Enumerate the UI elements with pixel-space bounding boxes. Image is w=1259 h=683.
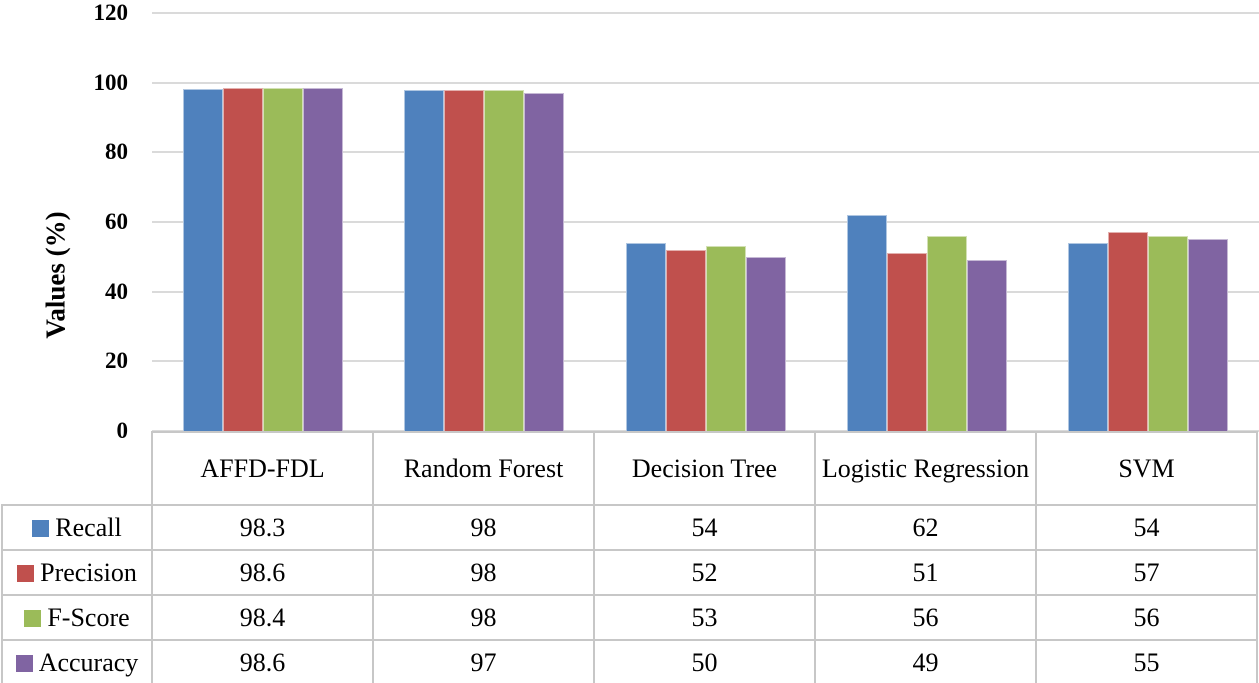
table-row-accuracy: Accuracy 98.6 97 50 49 55 <box>1 639 1258 683</box>
category-header: Decision Tree <box>593 431 816 506</box>
table-row-recall: Recall 98.3 98 54 62 54 <box>1 504 1258 551</box>
y-tick-label-40: 40 <box>105 278 128 304</box>
category-header: SVM <box>1035 431 1258 506</box>
series-label: Precision <box>40 557 137 587</box>
bar-recall <box>1068 242 1109 431</box>
bar-group-random-forest <box>373 13 594 431</box>
value-cell: 50 <box>593 639 816 683</box>
table-header-row: AFFD-FDL Random Forest Decision Tree Log… <box>2 431 1258 506</box>
bar-precision <box>222 87 263 431</box>
category-header: Random Forest <box>372 431 595 506</box>
series-label: Accuracy <box>38 647 139 677</box>
value-cell: 98.6 <box>151 549 374 596</box>
bar-f-score <box>484 89 525 431</box>
value-cell: 98 <box>372 549 595 596</box>
data-table: AFFD-FDL Random Forest Decision Tree Log… <box>1 431 1258 683</box>
value-cell: 98 <box>372 594 595 641</box>
bar-f-score <box>926 235 967 431</box>
accuracy-legend-key-icon <box>15 654 33 672</box>
table-row-fscore: F-Score 98.4 98 53 56 56 <box>1 594 1258 641</box>
value-cell: 62 <box>814 504 1037 551</box>
bar-accuracy <box>302 87 343 431</box>
gridline-120 <box>152 12 1259 14</box>
legend-cell-recall: Recall <box>1 504 153 551</box>
value-cell: 54 <box>1035 504 1258 551</box>
gridline-100 <box>152 81 1259 84</box>
bar-recall <box>182 88 223 431</box>
series-label: F-Score <box>47 602 130 632</box>
gridline-60 <box>152 221 1259 223</box>
bar-f-score <box>1148 235 1189 431</box>
y-tick-label-60: 60 <box>105 209 128 234</box>
bar-group-logistic-regression <box>816 13 1037 431</box>
recall-legend-key-icon <box>32 519 50 537</box>
value-cell: 56 <box>814 594 1037 641</box>
bar-recall <box>404 89 445 431</box>
bar-precision <box>444 89 485 431</box>
value-cell: 56 <box>1035 594 1258 641</box>
value-cell: 98.3 <box>151 504 374 551</box>
bar-group-affd-fdl <box>152 13 373 431</box>
bar-accuracy <box>745 256 786 431</box>
fscore-legend-key-icon <box>24 609 42 627</box>
bar-precision <box>665 249 706 431</box>
plot-area <box>152 12 1259 432</box>
bar-f-score <box>705 246 746 431</box>
value-cell: 49 <box>814 639 1037 683</box>
value-cell: 98.6 <box>151 639 374 683</box>
bar-groups <box>152 13 1259 431</box>
y-tick-label-80: 80 <box>105 139 128 165</box>
precision-legend-key-icon <box>17 564 35 582</box>
value-cell: 57 <box>1035 549 1258 596</box>
legend-cell-precision: Precision <box>1 549 153 596</box>
table-corner-cell <box>2 432 152 505</box>
y-tick-label-20: 20 <box>105 348 128 374</box>
bar-f-score <box>262 88 303 431</box>
bar-accuracy <box>524 93 565 431</box>
value-cell: 51 <box>814 549 1037 596</box>
gridline-80 <box>152 151 1259 154</box>
value-cell: 55 <box>1035 639 1258 683</box>
bar-recall <box>625 242 666 431</box>
legend-cell-accuracy: Accuracy <box>1 639 153 683</box>
category-header: Logistic Regression <box>814 431 1037 506</box>
value-cell: 54 <box>593 504 816 551</box>
value-cell: 52 <box>593 549 816 596</box>
y-tick-label-0: 0 <box>116 418 129 443</box>
bar-group-svm <box>1038 13 1259 431</box>
bar-accuracy <box>966 260 1007 431</box>
category-header: AFFD-FDL <box>151 431 374 506</box>
series-label: Recall <box>55 512 122 542</box>
value-cell: 98 <box>372 504 595 551</box>
bar-precision <box>1108 232 1149 431</box>
legend-cell-fscore: F-Score <box>1 594 153 641</box>
bar-group-decision-tree <box>595 13 816 431</box>
bar-precision <box>886 253 927 431</box>
bar-recall <box>846 215 887 431</box>
value-cell: 53 <box>593 594 816 641</box>
table-row-precision: Precision 98.6 98 52 51 57 <box>1 549 1258 596</box>
bar-accuracy <box>1188 239 1229 431</box>
gridline-0 <box>152 430 1259 432</box>
value-cell: 98.4 <box>151 594 374 641</box>
value-cell: 97 <box>372 639 595 683</box>
y-tick-label-120: 120 <box>93 0 129 25</box>
y-tick-label-100: 100 <box>93 69 129 95</box>
